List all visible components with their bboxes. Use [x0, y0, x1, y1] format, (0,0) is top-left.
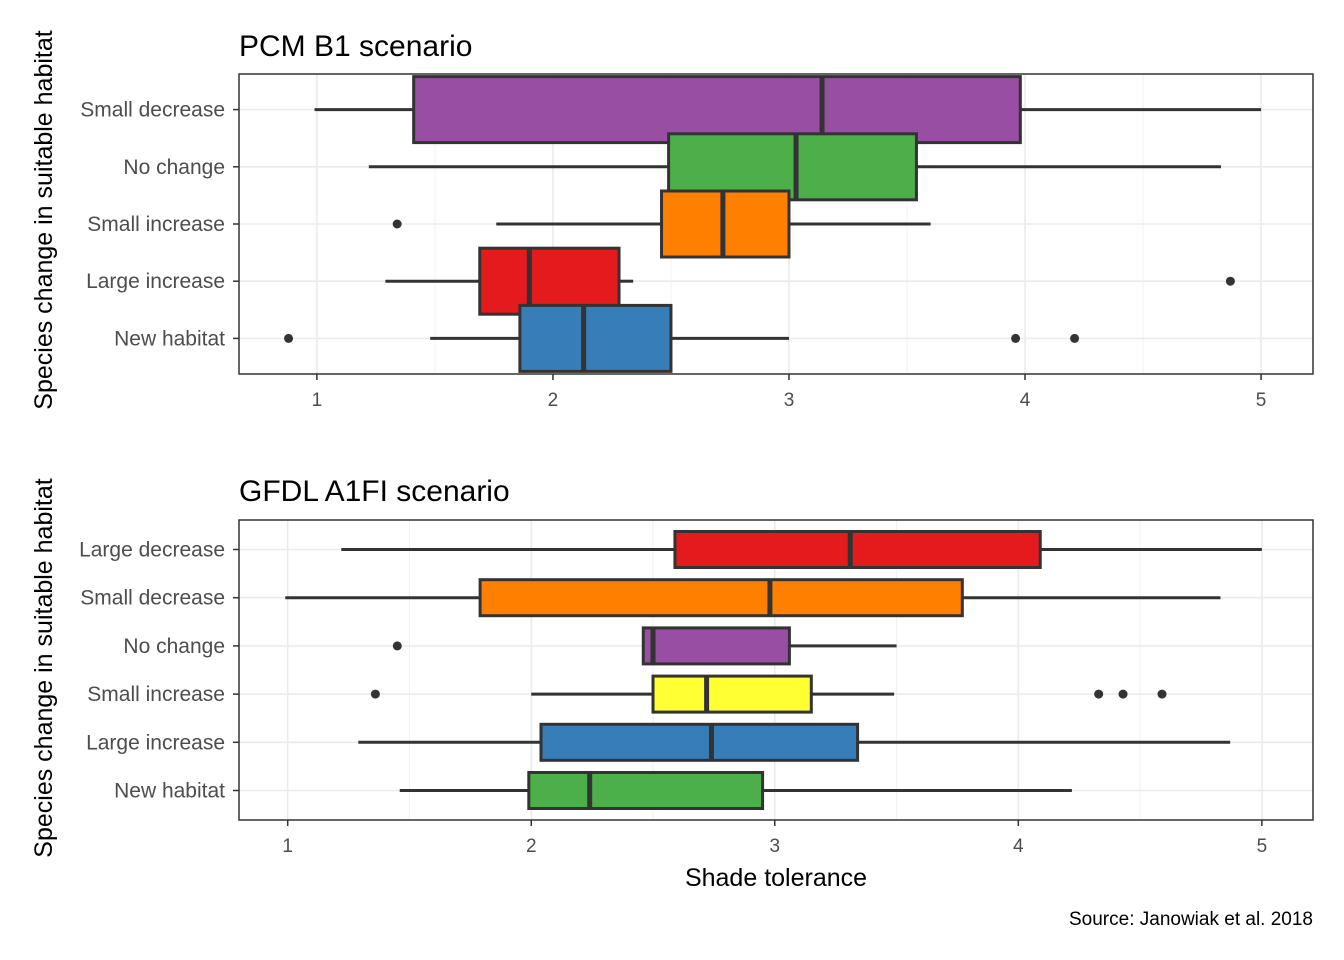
category-label: Small increase — [87, 213, 225, 236]
iqr-box — [641, 626, 791, 666]
box-large-increase — [358, 722, 1231, 762]
category-label: No change — [123, 635, 225, 658]
box-no-change — [392, 626, 897, 666]
outlier-point — [1070, 333, 1080, 343]
panel-title: GFDL A1FI scenario — [239, 475, 510, 508]
box-small-increase — [370, 674, 1167, 714]
x-tick-label: 3 — [769, 836, 780, 857]
x-tick-label: 4 — [1013, 836, 1024, 857]
iqr-box — [478, 578, 964, 618]
panel-1: PCM B1 scenario Small decrease No change Sm… — [80, 30, 1314, 411]
iqr-box — [478, 246, 621, 316]
x-tick-label: 2 — [526, 836, 537, 857]
box-large-decrease — [341, 530, 1262, 569]
category-label: New habitat — [114, 327, 225, 350]
box-small-decrease — [285, 578, 1221, 618]
outlier-point — [1118, 689, 1128, 699]
category-label: Small decrease — [80, 99, 225, 122]
outlier-point — [284, 333, 294, 343]
box-small-increase — [392, 189, 931, 259]
box-new-habitat — [399, 771, 1072, 810]
iqr-box — [673, 530, 1042, 569]
category-label: Large decrease — [79, 539, 225, 562]
x-tick-label: 4 — [1020, 390, 1031, 411]
panel-2: GFDL A1FI scenario Large decrease Small de… — [79, 475, 1314, 857]
iqr-box — [667, 132, 918, 202]
box-no-change — [368, 132, 1221, 202]
source-caption: Source: Janowiak et al. 2018 — [1069, 909, 1313, 930]
outlier-point — [1094, 689, 1104, 699]
outlier-point — [392, 219, 402, 229]
x-tick-label: 1 — [312, 390, 323, 411]
iqr-box — [527, 771, 765, 810]
category-label: New habitat — [114, 780, 225, 803]
category-label: Small increase — [87, 683, 225, 706]
y-axis-title: Species change in suitable habitat — [30, 30, 58, 409]
outlier-point — [392, 641, 402, 651]
x-tick-label: 1 — [282, 836, 293, 857]
panel-border — [238, 519, 1314, 821]
outlier-point — [1225, 276, 1235, 286]
x-axis-title: Shade tolerance — [685, 864, 867, 892]
box-large-increase — [385, 246, 1235, 316]
outlier-point — [1157, 689, 1167, 699]
x-tick-label: 2 — [548, 390, 559, 411]
y-axis-title-lower: Species change in suitable habitat — [30, 478, 58, 857]
box-new-habitat — [284, 303, 1080, 373]
iqr-box — [539, 722, 860, 762]
category-label: Large increase — [86, 731, 225, 754]
category-label: Small decrease — [80, 587, 225, 610]
outlier-point — [370, 689, 380, 699]
category-label: No change — [123, 156, 225, 179]
iqr-box — [651, 674, 813, 714]
category-label: Large increase — [86, 270, 225, 293]
outlier-point — [1011, 333, 1021, 343]
panel-title: PCM B1 scenario — [239, 30, 472, 63]
x-tick-label: 5 — [1256, 390, 1267, 411]
iqr-box — [518, 303, 673, 373]
x-tick-label: 3 — [784, 390, 795, 411]
x-tick-label: 5 — [1257, 836, 1268, 857]
